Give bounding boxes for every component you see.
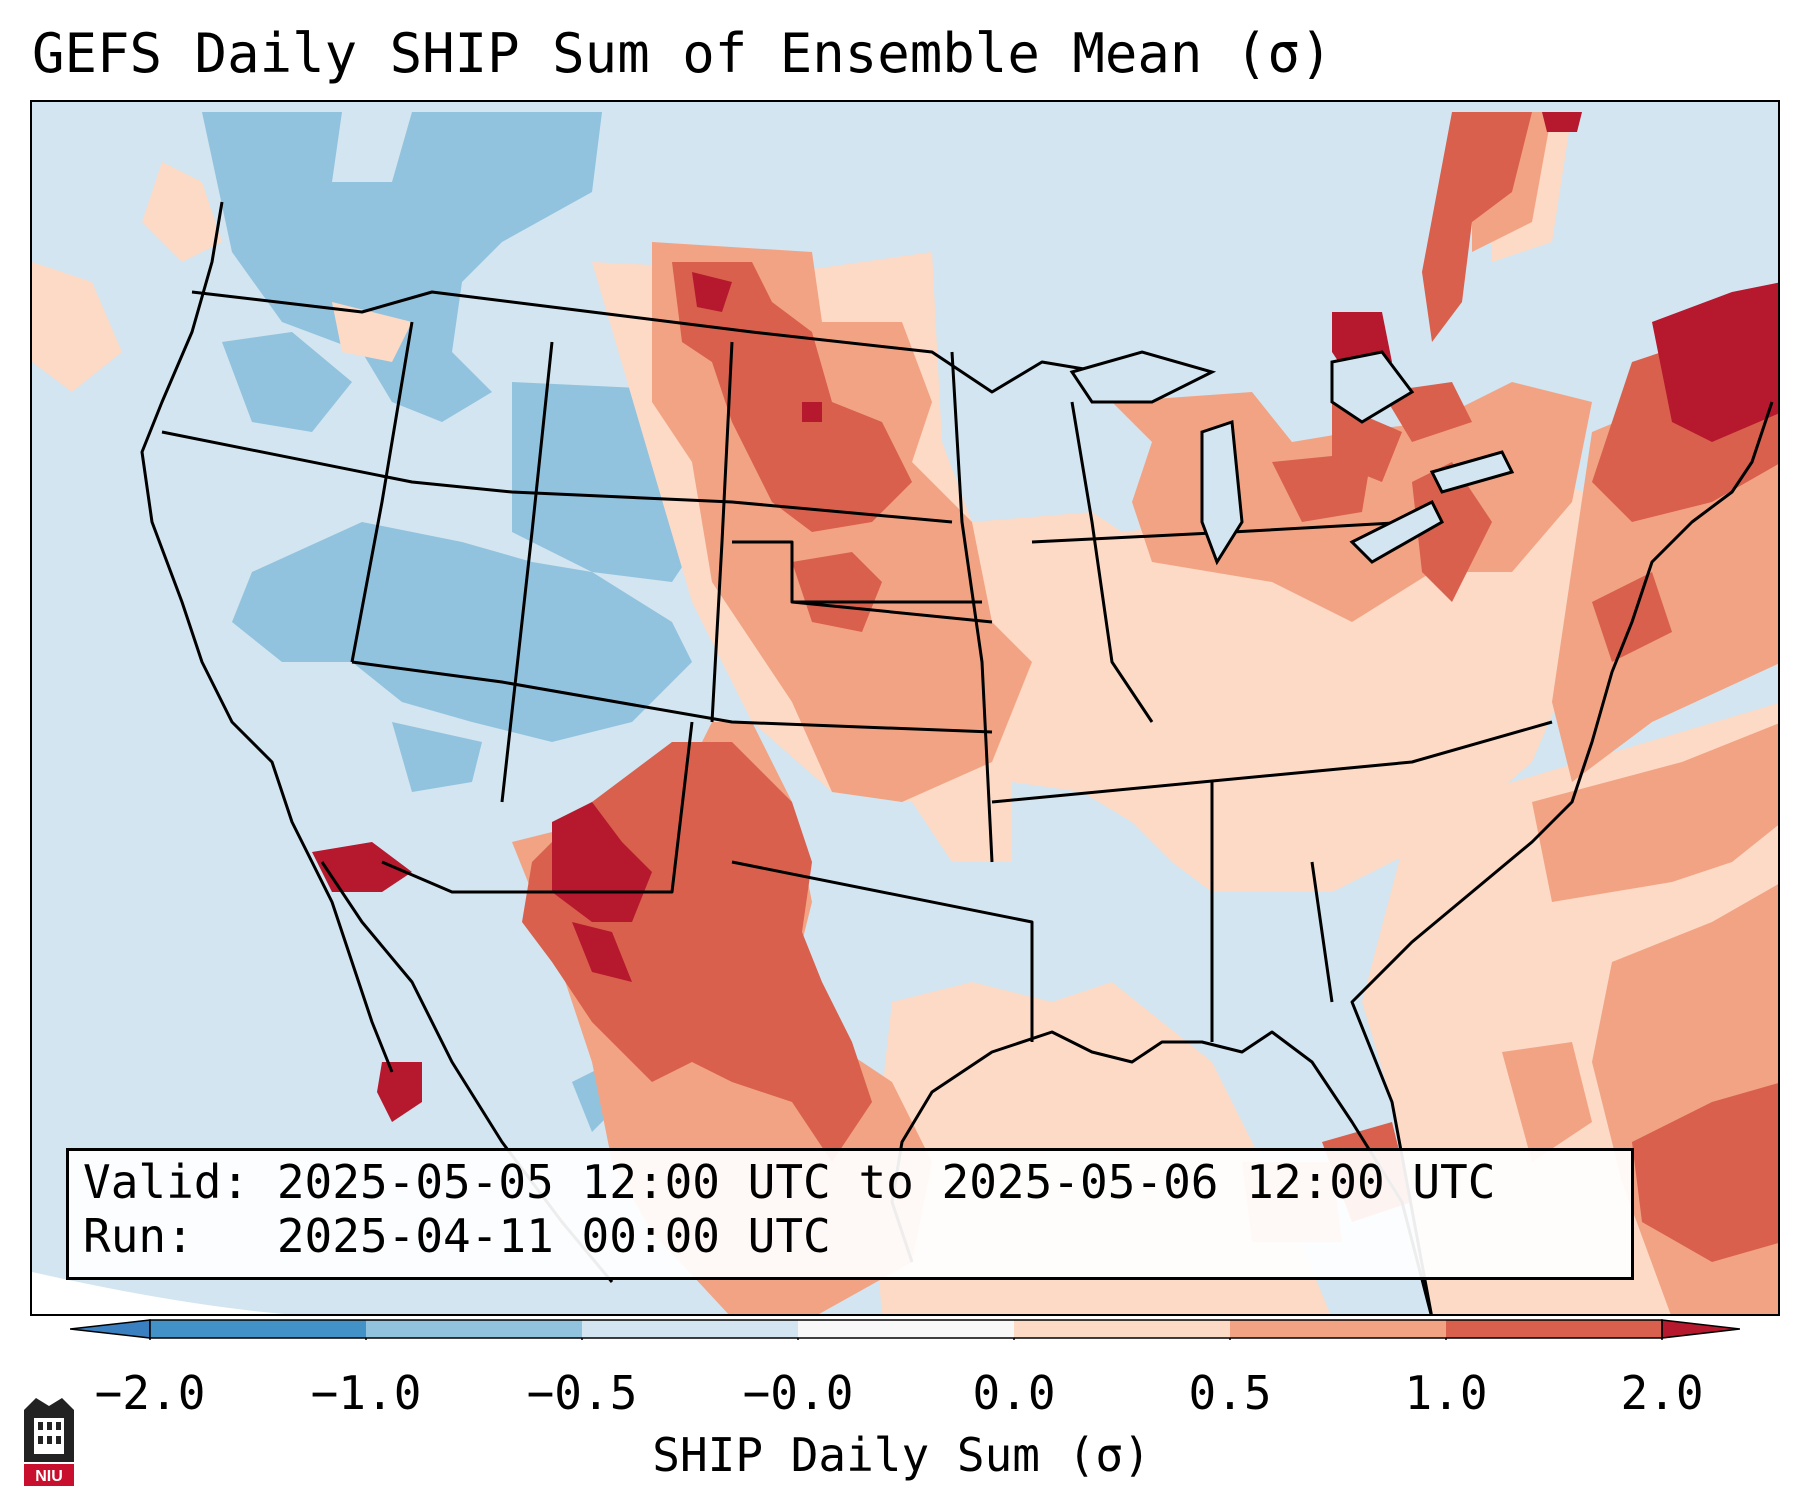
colorbar-tick: −0.5	[526, 1366, 638, 1420]
colorbar-tick: 0.0	[972, 1366, 1056, 1420]
svg-text:NIU: NIU	[35, 1468, 63, 1485]
colorbar-tick: −2.0	[94, 1366, 206, 1420]
colorbar-segment	[1014, 1320, 1230, 1338]
colorbar-tick: −1.0	[310, 1366, 422, 1420]
colorbar-segment	[798, 1320, 1014, 1338]
colorbar-tick: −0.0	[742, 1366, 854, 1420]
colorbar-segment	[582, 1320, 798, 1338]
colorbar-tick: 2.0	[1620, 1366, 1704, 1420]
colorbar-extend-high	[1661, 1319, 1740, 1339]
map-panel	[30, 100, 1780, 1316]
colorbar-segment	[1230, 1320, 1446, 1338]
map-title: GEFS Daily SHIP Sum of Ensemble Mean (σ)	[32, 22, 1333, 85]
great-lakes	[1069, 350, 1515, 566]
valid-time-text: Valid: 2025-05-05 12:00 UTC to 2025-05-0…	[83, 1155, 1496, 1209]
boundary-lines	[140, 201, 1774, 1314]
colorbar-extend-low	[70, 1319, 151, 1339]
colorbar	[70, 1319, 1740, 1340]
run-time-text: Run: 2025-04-11 00:00 UTC	[83, 1209, 831, 1263]
colorbar-label: SHIP Daily Sum (σ)	[652, 1428, 1151, 1482]
colorbar-tick: 1.0	[1404, 1366, 1488, 1420]
colorbar-tick: 0.5	[1188, 1366, 1272, 1420]
colorbar-segment	[150, 1320, 366, 1338]
colorbar-segment	[1446, 1320, 1662, 1338]
niu-logo-icon: NIU	[24, 1398, 74, 1486]
colorbar-segment	[366, 1320, 582, 1338]
ship-anomaly-map	[32, 102, 1778, 1314]
validity-info-box: Valid: 2025-05-05 12:00 UTC to 2025-05-0…	[66, 1148, 1634, 1280]
